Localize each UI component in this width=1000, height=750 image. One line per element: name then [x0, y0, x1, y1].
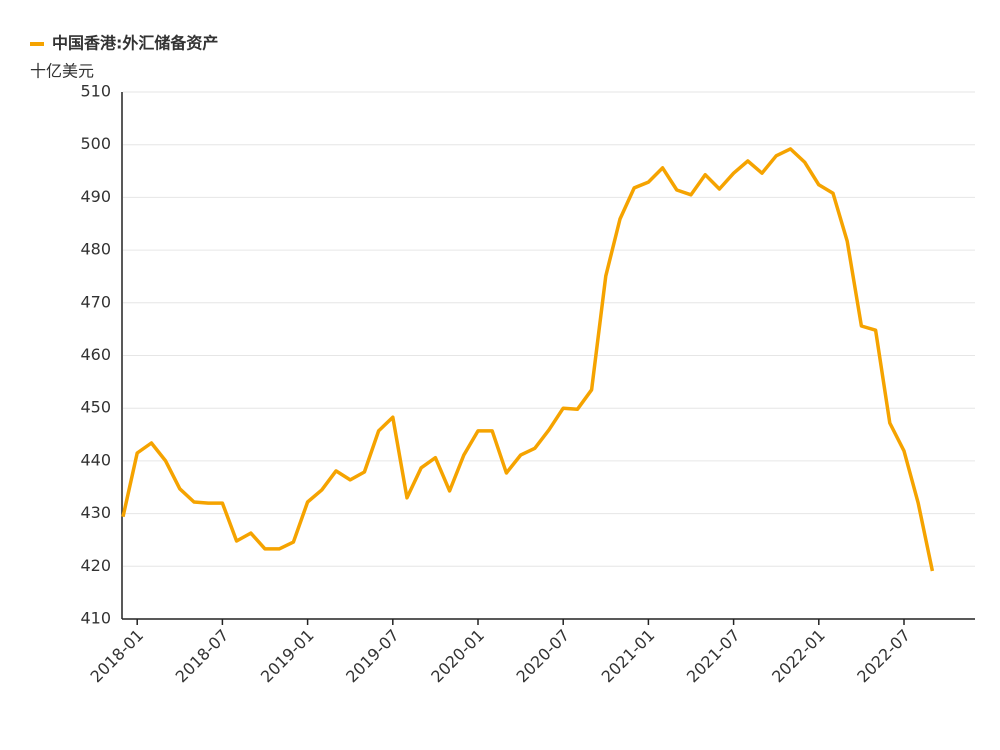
x-tick-label: 2020-07: [512, 626, 573, 687]
x-tick-label: 2022-07: [853, 626, 914, 687]
x-tick-label: 2018-07: [172, 626, 233, 687]
y-tick-label: 490: [80, 187, 111, 206]
legend-label: 中国香港:外汇储备资产: [52, 34, 218, 53]
y-tick-label: 500: [80, 134, 111, 153]
y-tick-label: 510: [80, 82, 111, 101]
x-tick-label: 2020-01: [427, 626, 488, 687]
x-tick-label: 2018-01: [86, 626, 147, 687]
y-tick-label: 430: [80, 503, 111, 522]
x-tick-label: 2021-07: [683, 626, 744, 687]
y-axis-unit: 十亿美元: [30, 62, 94, 81]
y-tick-label: 480: [80, 240, 111, 259]
y-tick-label: 450: [80, 398, 111, 417]
data-line: [121, 147, 935, 572]
x-tick-label: 2019-07: [342, 626, 403, 687]
y-tick-label: 470: [80, 292, 111, 311]
x-tick-label: 2022-01: [768, 626, 829, 687]
x-tick-label: 2021-01: [598, 626, 659, 687]
y-tick-label: 440: [80, 450, 111, 469]
y-tick-label: 420: [80, 556, 111, 575]
x-tick-label: 2019-01: [257, 626, 318, 687]
y-tick-label: 460: [80, 345, 111, 364]
y-tick-label: 410: [80, 609, 111, 628]
